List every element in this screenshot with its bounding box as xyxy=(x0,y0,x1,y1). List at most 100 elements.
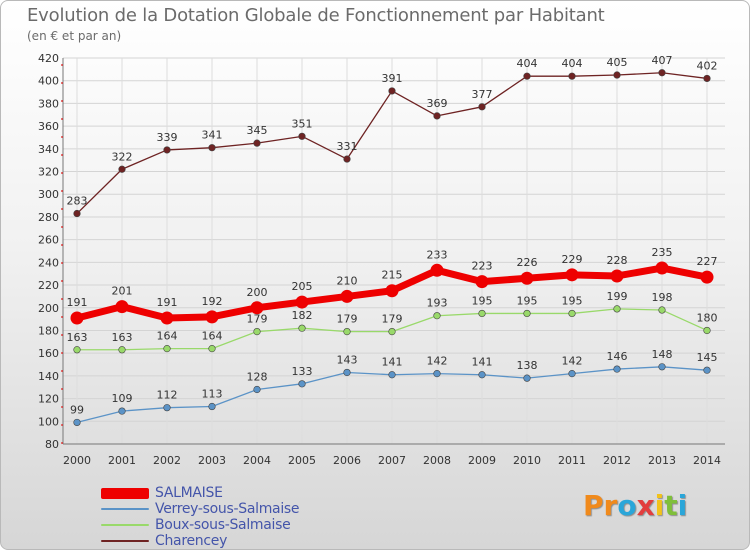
data-point-boux-sous-salmaise xyxy=(298,324,306,332)
legend-label: Boux-sous-Salmaise xyxy=(155,517,291,533)
brand-letter: i xyxy=(677,489,688,522)
data-label-verrey-sous-salmaise: 145 xyxy=(697,351,718,364)
legend-swatch xyxy=(101,524,149,526)
x-tick-label: 2012 xyxy=(603,454,631,467)
brand-letter: i xyxy=(654,489,665,522)
data-label-salmaise: 227 xyxy=(697,255,718,268)
x-tick-label: 2004 xyxy=(243,454,271,467)
data-label-salmaise: 210 xyxy=(337,274,358,287)
x-tick-label: 2009 xyxy=(468,454,496,467)
data-label-boux-sous-salmaise: 180 xyxy=(697,311,718,324)
brand-letter: P xyxy=(583,489,604,522)
brand-letter: t xyxy=(664,489,678,522)
x-tick-label: 2008 xyxy=(423,454,451,467)
data-point-verrey-sous-salmaise xyxy=(73,418,81,427)
data-point-verrey-sous-salmaise xyxy=(163,404,171,412)
proxiti-logo: Proxiti xyxy=(583,489,687,522)
data-point-verrey-sous-salmaise xyxy=(703,366,711,374)
y-tick-label: 360 xyxy=(38,120,59,133)
data-point-verrey-sous-salmaise xyxy=(568,370,576,378)
data-point-boux-sous-salmaise xyxy=(163,345,171,353)
data-label-charencey: 391 xyxy=(382,72,403,85)
x-tick-label: 2003 xyxy=(198,454,226,467)
brand-letter: r xyxy=(603,489,618,522)
legend-item-salmaise: SALMAISE xyxy=(101,485,299,501)
data-point-boux-sous-salmaise xyxy=(73,346,81,354)
data-point-salmaise xyxy=(205,310,219,324)
data-label-verrey-sous-salmaise: 133 xyxy=(292,365,313,378)
data-point-charencey xyxy=(163,146,171,154)
data-label-salmaise: 233 xyxy=(427,248,448,261)
x-tick-label: 2001 xyxy=(108,454,136,467)
data-label-salmaise: 205 xyxy=(292,280,313,293)
data-point-boux-sous-salmaise xyxy=(568,309,576,318)
legend-swatch xyxy=(101,540,149,542)
data-point-boux-sous-salmaise xyxy=(613,305,621,313)
y-tick-label: 180 xyxy=(38,324,59,337)
data-label-boux-sous-salmaise: 163 xyxy=(67,331,88,344)
brand-letter: o xyxy=(617,489,637,522)
y-tick-label: 140 xyxy=(38,370,59,383)
data-point-verrey-sous-salmaise xyxy=(478,371,486,379)
data-label-verrey-sous-salmaise: 113 xyxy=(202,388,223,401)
y-tick-label: 160 xyxy=(38,347,59,360)
y-tick-label: 340 xyxy=(38,143,59,156)
data-label-boux-sous-salmaise: 199 xyxy=(607,290,628,303)
x-tick-label: 2014 xyxy=(693,454,721,467)
data-label-salmaise: 192 xyxy=(202,295,223,308)
data-label-boux-sous-salmaise: 163 xyxy=(112,331,133,344)
data-label-charencey: 339 xyxy=(157,131,178,144)
y-tick-label: 400 xyxy=(38,75,59,88)
data-point-charencey xyxy=(73,209,81,218)
data-point-boux-sous-salmaise xyxy=(658,306,666,314)
data-point-charencey xyxy=(523,72,531,80)
brand-letter: x xyxy=(636,489,655,522)
data-point-salmaise xyxy=(115,300,129,314)
x-tick-label: 2010 xyxy=(513,454,541,467)
data-label-charencey: 345 xyxy=(247,124,268,137)
data-label-salmaise: 191 xyxy=(67,296,88,309)
data-point-boux-sous-salmaise xyxy=(343,328,351,336)
data-point-salmaise xyxy=(160,311,174,325)
data-point-salmaise xyxy=(475,275,489,289)
x-tick-label: 2002 xyxy=(153,454,181,467)
data-point-charencey xyxy=(208,144,216,152)
data-label-charencey: 351 xyxy=(292,117,313,130)
data-point-charencey xyxy=(118,165,126,173)
data-point-charencey xyxy=(703,74,711,83)
data-label-salmaise: 235 xyxy=(652,246,673,259)
data-point-verrey-sous-salmaise xyxy=(388,371,396,379)
data-label-salmaise: 215 xyxy=(382,269,403,282)
data-label-verrey-sous-salmaise: 143 xyxy=(337,353,358,366)
data-label-charencey: 404 xyxy=(562,57,583,70)
data-label-verrey-sous-salmaise: 141 xyxy=(472,356,493,369)
data-point-verrey-sous-salmaise xyxy=(613,365,621,373)
chart-legend: SALMAISE Verrey-sous-Salmaise Boux-sous-Sa… xyxy=(101,485,300,549)
data-label-salmaise: 228 xyxy=(607,254,628,267)
y-tick-label: 380 xyxy=(38,97,59,110)
data-label-boux-sous-salmaise: 164 xyxy=(202,330,223,343)
y-tick-label: 260 xyxy=(38,234,59,247)
data-point-charencey xyxy=(658,69,666,77)
data-label-boux-sous-salmaise: 195 xyxy=(562,294,583,307)
data-label-verrey-sous-salmaise: 142 xyxy=(427,355,448,368)
y-tick-label: 280 xyxy=(38,211,59,224)
data-label-verrey-sous-salmaise: 99 xyxy=(70,403,84,416)
legend-label: SALMAISE xyxy=(155,485,223,501)
data-point-verrey-sous-salmaise xyxy=(298,380,306,388)
data-label-boux-sous-salmaise: 198 xyxy=(652,291,673,304)
data-point-boux-sous-salmaise xyxy=(523,309,531,318)
data-label-boux-sous-salmaise: 195 xyxy=(517,294,538,307)
y-tick-label: 80 xyxy=(45,438,59,451)
data-label-verrey-sous-salmaise: 141 xyxy=(382,356,403,369)
data-point-verrey-sous-salmaise xyxy=(523,374,531,382)
data-label-boux-sous-salmaise: 164 xyxy=(157,330,178,343)
data-point-verrey-sous-salmaise xyxy=(253,385,261,394)
data-label-boux-sous-salmaise: 195 xyxy=(472,294,493,307)
data-point-salmaise xyxy=(610,269,624,283)
data-label-charencey: 341 xyxy=(202,129,223,142)
data-point-boux-sous-salmaise xyxy=(433,312,441,320)
data-point-salmaise xyxy=(700,270,714,284)
